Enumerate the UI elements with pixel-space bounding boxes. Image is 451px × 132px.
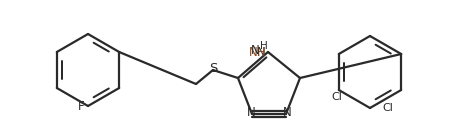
Text: N: N	[282, 107, 291, 119]
Text: S: S	[208, 62, 217, 76]
Text: Cl: Cl	[331, 92, 341, 102]
Text: N: N	[257, 46, 265, 60]
Text: F: F	[78, 100, 85, 112]
Text: H: H	[259, 41, 267, 51]
Text: N: N	[251, 44, 259, 58]
Text: NH: NH	[248, 46, 265, 60]
Text: Cl: Cl	[381, 103, 392, 113]
Text: N: N	[246, 107, 255, 119]
